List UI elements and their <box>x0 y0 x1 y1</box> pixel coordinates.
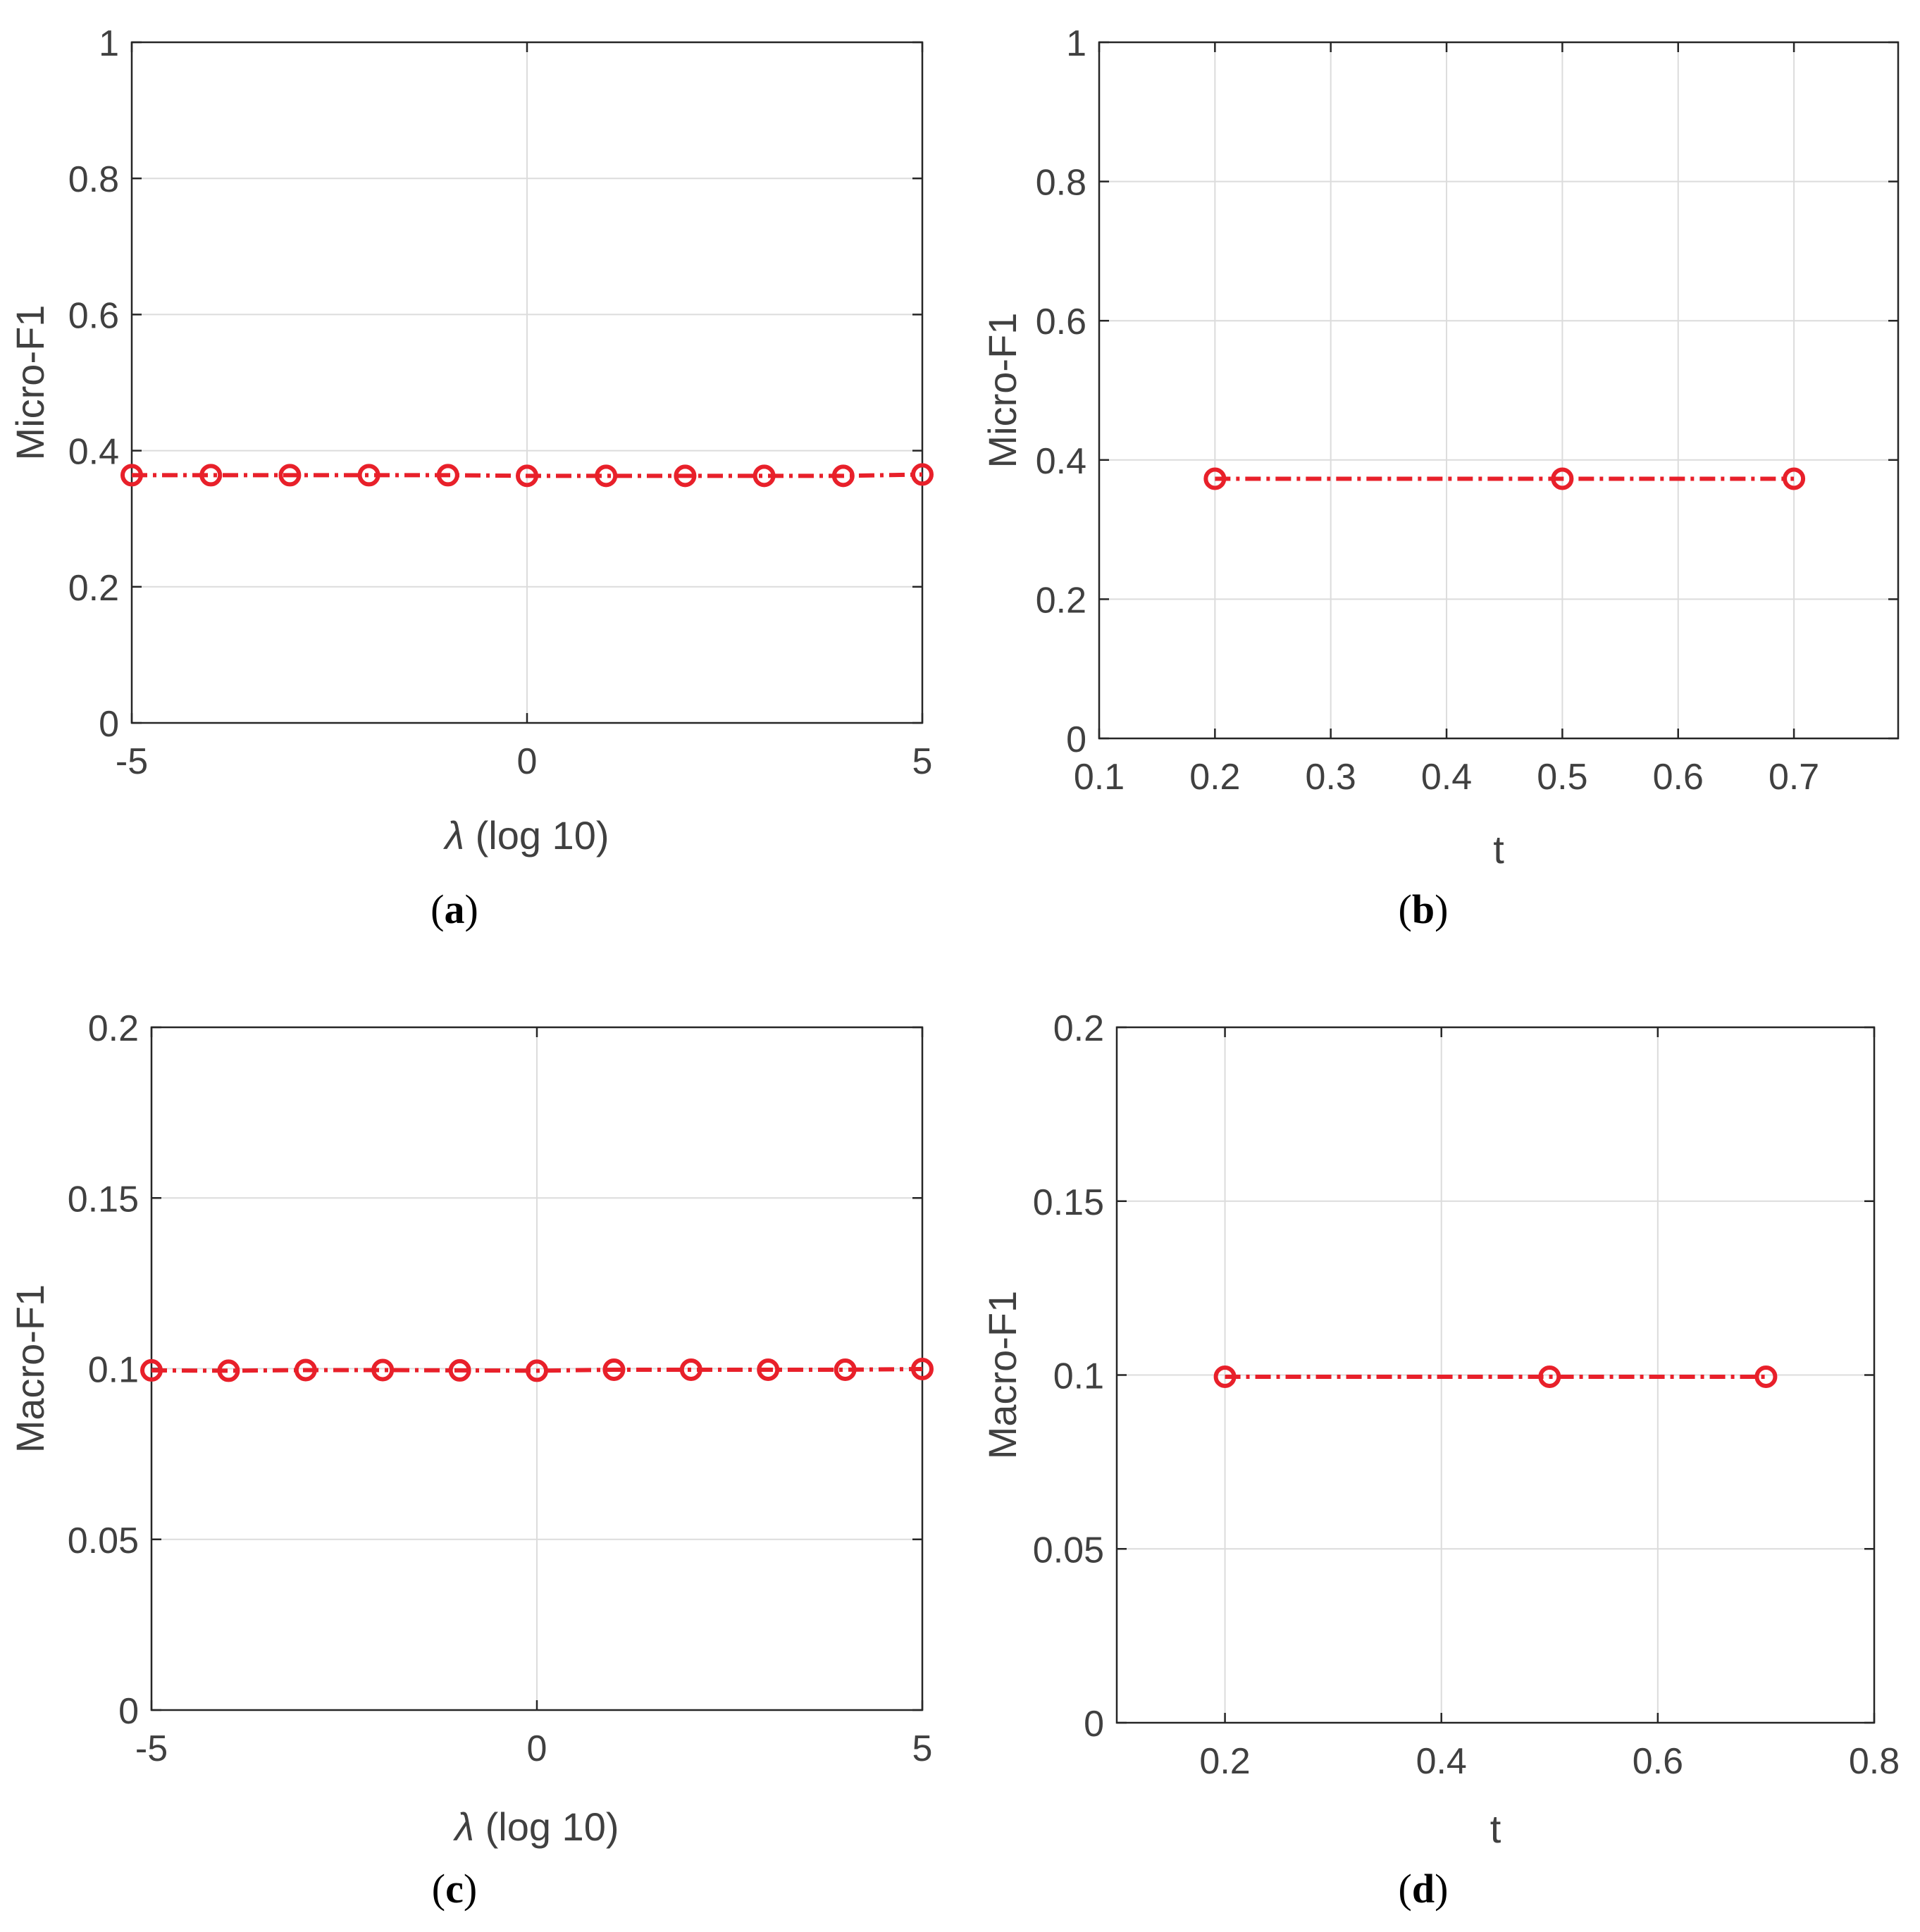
chart-c-caption: (c) <box>432 1866 477 1912</box>
chart-d-caption-letter: d <box>1412 1866 1435 1912</box>
chart-d-x-axis-text: t <box>1490 1807 1501 1851</box>
chart-c-x-tick-label-1: 0 <box>527 1728 547 1769</box>
chart-b-y-tick-label-4: 0.8 <box>1036 163 1086 204</box>
chart-b-series-0-point-0 <box>1203 467 1227 490</box>
chart-b-x-axis-text: t <box>1493 827 1504 872</box>
chart-d-y-tick-label-2: 0.1 <box>1053 1356 1104 1397</box>
chart-d-panel: 0.2 0.4 0.6 0.8 0 0.05 0.1 0.15 0.2 Macro-F1 t (d) <box>980 1008 1900 1912</box>
chart-c-series-0-point-1 <box>217 1359 240 1382</box>
chart-a-series-0-point-10 <box>911 463 934 486</box>
chart-d-y-tick-label-3: 0.15 <box>1033 1182 1104 1223</box>
chart-c-series-0-point-2 <box>294 1358 317 1382</box>
chart-c-series-0-point-6 <box>602 1358 626 1381</box>
chart-b-x-tick-label-2: 0.3 <box>1306 757 1356 798</box>
chart-a-series-0-point-7 <box>674 464 697 488</box>
chart-b-x-tick-label-1: 0.2 <box>1189 757 1240 798</box>
chart-d-y-tick-label-4: 0.2 <box>1053 1008 1104 1049</box>
chart-b-caption: (b) <box>1399 886 1449 932</box>
chart-a-y-tick-label-0: 0 <box>99 704 119 745</box>
chart-a-x-tick-label-1: 0 <box>517 741 538 782</box>
chart-b-x-tick-label-6: 0.7 <box>1769 757 1819 798</box>
chart-b-caption-letter: b <box>1412 886 1435 932</box>
chart-c-series-0-point-9 <box>834 1358 857 1381</box>
chart-c-series-0-point-10 <box>911 1357 934 1380</box>
chart-b-y-tick-label-0: 0 <box>1066 719 1086 760</box>
chart-c-y-tick-label-3: 0.15 <box>68 1179 139 1220</box>
chart-a-x-axis-symbol: λ <box>443 813 465 857</box>
chart-d-caption: (d) <box>1399 1866 1449 1912</box>
chart-a-x-axis-text: (log 10) <box>464 813 609 857</box>
chart-a-series-0-point-0 <box>120 464 143 487</box>
chart-b-x-tick-label-0: 0.1 <box>1074 757 1125 798</box>
chart-c-series-0-point-4 <box>448 1358 471 1382</box>
chart-b-x-tick-label-3: 0.4 <box>1421 757 1472 798</box>
chart-a-series-0-point-6 <box>595 464 618 488</box>
chart-a-y-tick-label-4: 0.8 <box>68 159 119 200</box>
chart-a-series-0-point-2 <box>278 464 302 487</box>
chart-c-y-tick-label-2: 0.1 <box>88 1350 139 1391</box>
chart-a-y-tick-label-5: 1 <box>99 23 119 64</box>
chart-c-caption-letter: c <box>445 1866 464 1912</box>
chart-b-series-0-point-1 <box>1551 467 1574 490</box>
chart-d-x-tick-label-3: 0.8 <box>1849 1741 1900 1782</box>
chart-b-x-tick-label-5: 0.6 <box>1653 757 1704 798</box>
chart-b-y-tick-label-5: 1 <box>1066 23 1086 64</box>
chart-c-x-axis-symbol: λ <box>453 1804 475 1849</box>
chart-d-x-tick-label-2: 0.6 <box>1633 1741 1683 1782</box>
chart-a-y-tick-label-1: 0.2 <box>68 568 119 609</box>
chart-a-series-0-point-8 <box>752 464 776 488</box>
chart-c-y-tick-label-0: 0 <box>118 1691 139 1732</box>
chart-a-caption: (a) <box>431 886 478 932</box>
chart-a-x-axis-label: λ (log 10) <box>443 813 609 857</box>
chart-c-series-0-point-7 <box>679 1358 702 1381</box>
chart-a-series-0-point-9 <box>831 464 855 488</box>
chart-a-y-tick-label-3: 0.6 <box>68 295 119 336</box>
chart-b-axes-box <box>1098 41 1900 740</box>
chart-d-y-axis-label: Macro-F1 <box>980 1291 1024 1460</box>
chart-a-series-0-point-3 <box>357 464 380 487</box>
chart-b-y-tick-label-1: 0.2 <box>1036 580 1086 621</box>
chart-d-x-axis-label: t <box>1490 1807 1501 1851</box>
chart-b-plot-area <box>1099 42 1898 738</box>
chart-d-series-0-point-2 <box>1754 1365 1778 1388</box>
chart-c-x-axis-text: (log 10) <box>474 1804 619 1849</box>
chart-a-y-tick-label-2: 0.4 <box>68 432 119 473</box>
chart-c-series-0-point-5 <box>526 1359 548 1382</box>
chart-b-y-tick-label-3: 0.6 <box>1036 302 1086 342</box>
chart-c-y-tick-label-1: 0.05 <box>68 1521 139 1561</box>
chart-a-series-0-line <box>132 472 923 478</box>
chart-c-series-0-point-3 <box>371 1358 395 1382</box>
chart-a-x-tick-label-2: 5 <box>912 741 933 782</box>
chart-c-y-tick-label-4: 0.2 <box>88 1008 139 1049</box>
chart-c-x-axis-label: λ (log 10) <box>453 1804 619 1849</box>
chart-b-y-axis-label: Micro-F1 <box>980 313 1024 469</box>
chart-d-x-tick-label-0: 0.2 <box>1199 1741 1250 1782</box>
chart-a-series-0-point-1 <box>199 464 223 487</box>
chart-c-x-tick-label-2: 5 <box>912 1728 933 1769</box>
chart-c-x-tick-label-0: -5 <box>135 1728 168 1769</box>
chart-b-y-tick-label-2: 0.4 <box>1036 441 1086 482</box>
chart-d-x-tick-label-1: 0.4 <box>1416 1741 1467 1782</box>
chart-d-y-tick-label-1: 0.05 <box>1033 1530 1104 1571</box>
chart-c-y-axis-label: Macro-F1 <box>8 1284 52 1454</box>
chart-b-panel: 0.1 0.2 0.3 0.4 0.5 0.6 0.7 0 0.2 0.4 0.6 0.8 1 Micro… <box>980 23 1900 932</box>
chart-a-x-tick-label-0: -5 <box>116 741 148 782</box>
chart-a-series-0-point-5 <box>516 464 538 488</box>
chart-c-series-0-line <box>151 1366 923 1373</box>
chart-b-series-0-point-2 <box>1783 467 1806 490</box>
chart-c-series-0-point-8 <box>757 1358 780 1381</box>
chart-b-x-axis-label: t <box>1493 827 1504 872</box>
chart-c-series-0-point-0 <box>140 1358 163 1382</box>
chart-d-y-tick-label-0: 0 <box>1084 1704 1104 1745</box>
chart-d-series-0-point-1 <box>1538 1365 1561 1388</box>
chart-a-y-axis-label: Micro-F1 <box>8 305 52 461</box>
chart-a-series-0-point-4 <box>436 464 459 487</box>
chart-d-series-0-point-0 <box>1213 1365 1237 1388</box>
chart-b-x-tick-label-4: 0.5 <box>1537 757 1587 798</box>
chart-a-caption-letter: a <box>445 886 465 932</box>
